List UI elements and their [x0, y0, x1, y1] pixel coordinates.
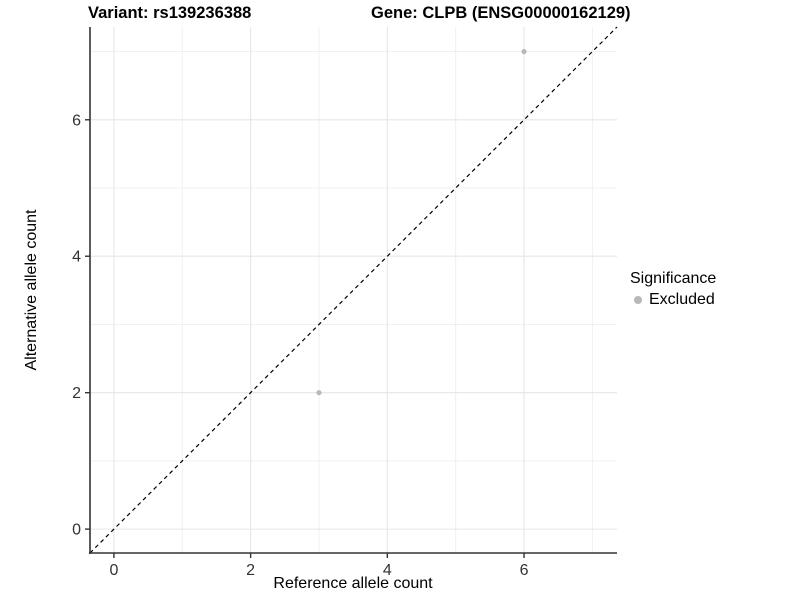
- y-tick-label: 0: [72, 522, 81, 539]
- x-tick-label: 2: [246, 562, 255, 579]
- x-tick-label: 6: [520, 562, 529, 579]
- plot-title-gene: Gene: CLPB (ENSG00000162129): [371, 4, 631, 22]
- y-tick-label: 4: [72, 249, 81, 266]
- legend-item-label: Excluded: [649, 291, 715, 308]
- legend: Significance Excluded: [630, 270, 716, 309]
- legend-item-excluded: Excluded: [630, 291, 716, 309]
- legend-title: Significance: [630, 270, 717, 287]
- x-tick-label: 0: [109, 562, 118, 579]
- plot-title-variant: Variant: rs139236388: [88, 4, 252, 22]
- x-axis-title: Reference allele count: [273, 575, 433, 592]
- data-point: [521, 48, 527, 55]
- x-tick-label: 4: [383, 562, 392, 579]
- y-tick-label: 2: [72, 385, 81, 402]
- legend-point-icon: [634, 296, 642, 304]
- data-point: [316, 390, 322, 396]
- identity-line: [89, 26, 618, 554]
- y-tick-label: 6: [72, 112, 81, 129]
